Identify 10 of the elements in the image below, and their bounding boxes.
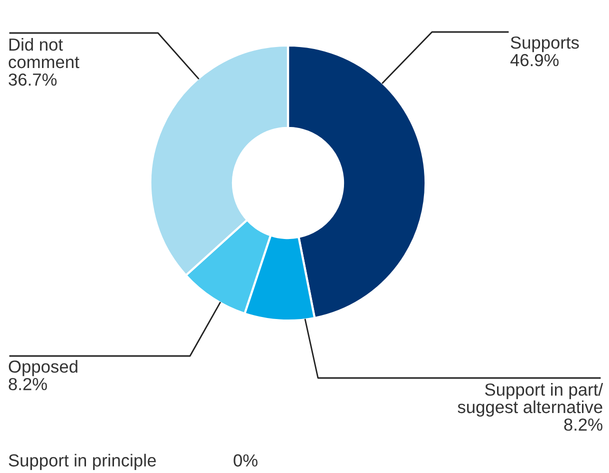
slice-label: Did not comment — [8, 38, 80, 68]
data-label: 8.2% — [8, 378, 47, 390]
text: 0% — [234, 454, 258, 467]
slice-label: Support in part/ suggest alternative — [458, 383, 604, 417]
slice-label: Opposed — [8, 360, 78, 376]
data-label: 36.7% — [8, 73, 57, 86]
category-label: Support in principle — [8, 454, 156, 470]
slice-label: Supports — [510, 36, 579, 52]
data-label: 8.2% — [564, 418, 602, 431]
data-label: 46.9% — [510, 54, 559, 66]
